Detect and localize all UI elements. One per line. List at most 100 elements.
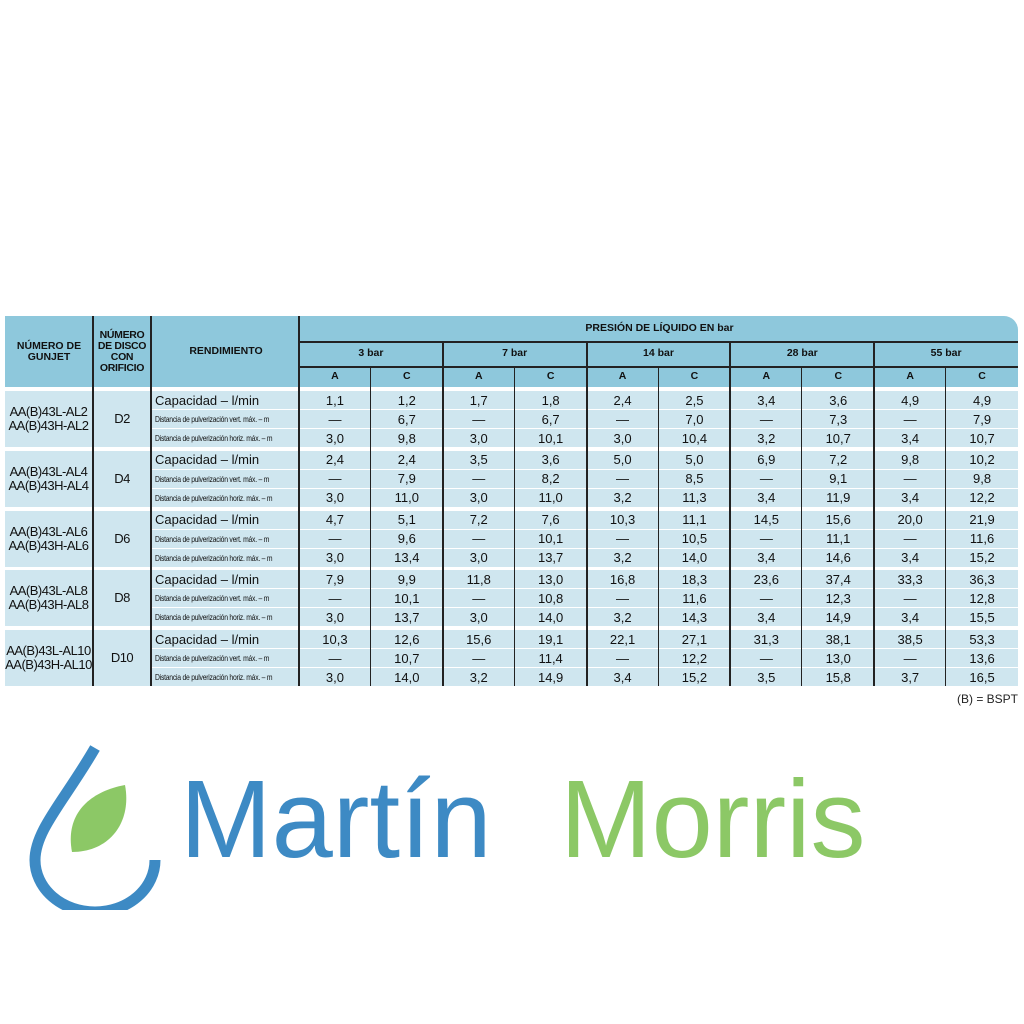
value-cell: —	[759, 590, 773, 606]
value-cell: 3,0	[325, 490, 344, 506]
table-row: Distancia de pulverización horiz. máx. –…	[5, 548, 1018, 567]
row-label-cell: Distancia de pulverización vert. máx. – …	[153, 470, 298, 488]
row-label: Distancia de pulverización horiz. máx. –…	[155, 672, 273, 683]
value-cell: 10,3	[322, 631, 348, 647]
value-cell: 15,2	[969, 550, 995, 566]
value-cell: 4,9	[901, 392, 920, 408]
value-cell: 10,1	[537, 430, 564, 446]
value-cell: 20,0	[897, 512, 923, 528]
value-cell: 7,9	[973, 411, 992, 427]
row-label: Distancia de pulverización horiz. máx. –…	[155, 612, 273, 623]
header-disco: NÚMERO DE DISCO CON ORIFICIO	[97, 328, 147, 374]
value-cell: 11,6	[969, 531, 995, 547]
value-cell: —	[616, 650, 630, 666]
value-cell: 3,7	[901, 669, 920, 685]
value-cell: 13,4	[394, 550, 420, 566]
value-cell: 7,3	[829, 411, 848, 427]
value-cell: 3,4	[757, 392, 776, 408]
disc-cell: D10	[94, 630, 150, 687]
value-cell: 53,3	[969, 631, 995, 647]
value-cell: —	[616, 471, 630, 487]
model-group: Capacidad – l/min 4,7 5,1 7,2 7,6 10,3 11,1 14,…	[5, 506, 1018, 567]
value-cell: 3,4	[901, 550, 920, 566]
model-name: AA(B)43H-AL10	[5, 657, 92, 673]
value-cell: 5,1	[397, 512, 416, 528]
model-name: AA(B)43L-AL2	[9, 404, 88, 419]
row-label-cell: Distancia de pulverización vert. máx. – …	[153, 589, 298, 607]
value-cell: 1,2	[397, 392, 416, 408]
value-cell: 4,9	[973, 392, 992, 408]
row-label-cell: Distancia de pulverización horiz. máx. –…	[153, 429, 298, 447]
value-cell: 38,5	[897, 631, 923, 647]
table-row: Distancia de pulverización horiz. máx. –…	[5, 608, 1018, 627]
value-cell: 4,7	[325, 512, 344, 528]
row-label-cell: Distancia de pulverización horiz. máx. –…	[153, 668, 298, 686]
value-cell: 9,9	[397, 571, 416, 587]
row-label: Capacidad – l/min	[155, 631, 260, 647]
value-cell: 3,0	[469, 430, 488, 446]
value-cell: 36,3	[969, 571, 995, 587]
value-cell: 10,5	[681, 531, 708, 547]
value-cell: —	[328, 411, 342, 427]
value-cell: 9,1	[829, 471, 848, 487]
value-cell: —	[759, 531, 773, 547]
value-cell: 37,4	[825, 571, 851, 587]
value-cell: 9,8	[397, 430, 416, 446]
table-row: Distancia de pulverización vert. máx. – …	[5, 649, 1018, 668]
table-row: Capacidad – l/min 4,7 5,1 7,2 7,6 10,3 11,1 14,…	[5, 510, 1018, 529]
watermark-morris: Morris	[560, 758, 866, 881]
value-cell: 21,9	[969, 512, 995, 528]
row-label-cell: Distancia de pulverización vert. máx. – …	[153, 410, 298, 428]
value-cell: 14,5	[753, 512, 779, 528]
table-row: Distancia de pulverización horiz. máx. –…	[5, 668, 1018, 687]
value-cell: 13,7	[394, 609, 420, 625]
table-row: Distancia de pulverización vert. máx. – …	[5, 589, 1018, 608]
value-cell: 15,8	[825, 669, 851, 685]
header-presion: PRESIÓN DE LÍQUIDO EN bar	[585, 322, 734, 334]
value-cell: 3,4	[901, 609, 920, 625]
value-cell: —	[472, 411, 486, 427]
row-label: Distancia de pulverización vert. máx. – …	[155, 653, 270, 664]
model-cell: AA(B)43L-AL2 AA(B)43H-AL2	[5, 391, 92, 447]
row-label: Distancia de pulverización vert. máx. – …	[155, 533, 270, 544]
model-name: AA(B)43L-AL10	[6, 643, 91, 659]
table-body: Capacidad – l/min 1,1 1,2 1,7 1,8 2,4 2,5 3,4 3,…	[5, 387, 1018, 687]
table-row: Distancia de pulverización horiz. máx. –…	[5, 488, 1018, 507]
value-cell: 12,6	[394, 631, 420, 647]
value-cell: 3,0	[325, 550, 344, 566]
value-cell: 11,3	[682, 490, 707, 506]
value-cell: 16,8	[609, 571, 636, 587]
value-cell: 14,3	[681, 609, 708, 625]
value-cell: 11,9	[826, 490, 851, 506]
value-cell: 2,4	[397, 452, 416, 468]
model-name: AA(B)43H-AL4	[8, 477, 89, 493]
value-cell: —	[472, 471, 486, 487]
header-sub-c: C	[978, 370, 986, 382]
value-cell: 10,3	[609, 512, 636, 528]
value-cell: 2,4	[325, 452, 344, 468]
value-cell: 6,7	[541, 411, 560, 427]
value-cell: 3,4	[901, 430, 920, 446]
value-cell: 3,0	[325, 669, 344, 685]
value-cell: 7,9	[325, 571, 344, 587]
header-gunjet: NÚMERO DE GUNJET	[16, 339, 82, 363]
value-cell: 3,4	[757, 609, 776, 625]
value-cell: 3,4	[613, 669, 632, 685]
row-label: Capacidad – l/min	[155, 392, 260, 408]
table-row: Capacidad – l/min 2,4 2,4 3,5 3,6 5,0 5,0 6,9 7,…	[5, 450, 1018, 469]
value-cell: —	[472, 650, 486, 666]
value-cell: —	[328, 471, 342, 487]
value-cell: 8,2	[541, 471, 560, 487]
header-sub-a: A	[762, 370, 771, 382]
row-label: Distancia de pulverización vert. máx. – …	[155, 414, 270, 424]
footnote: (B) = BSPT	[956, 692, 1018, 706]
header-pressure-2: 14 bar	[643, 347, 674, 359]
value-cell: 14,0	[394, 669, 420, 685]
row-label-cell: Distancia de pulverización horiz. máx. –…	[153, 549, 298, 567]
value-cell: 33,3	[897, 571, 923, 587]
value-cell: 11,0	[538, 490, 563, 506]
logo-drop-icon	[29, 745, 161, 910]
value-cell: 3,0	[325, 430, 344, 446]
performance-table: NÚMERO DE GUNJET NÚMERO DE DISCO CON ORI…	[5, 316, 1018, 690]
value-cell: 1,8	[541, 392, 560, 408]
